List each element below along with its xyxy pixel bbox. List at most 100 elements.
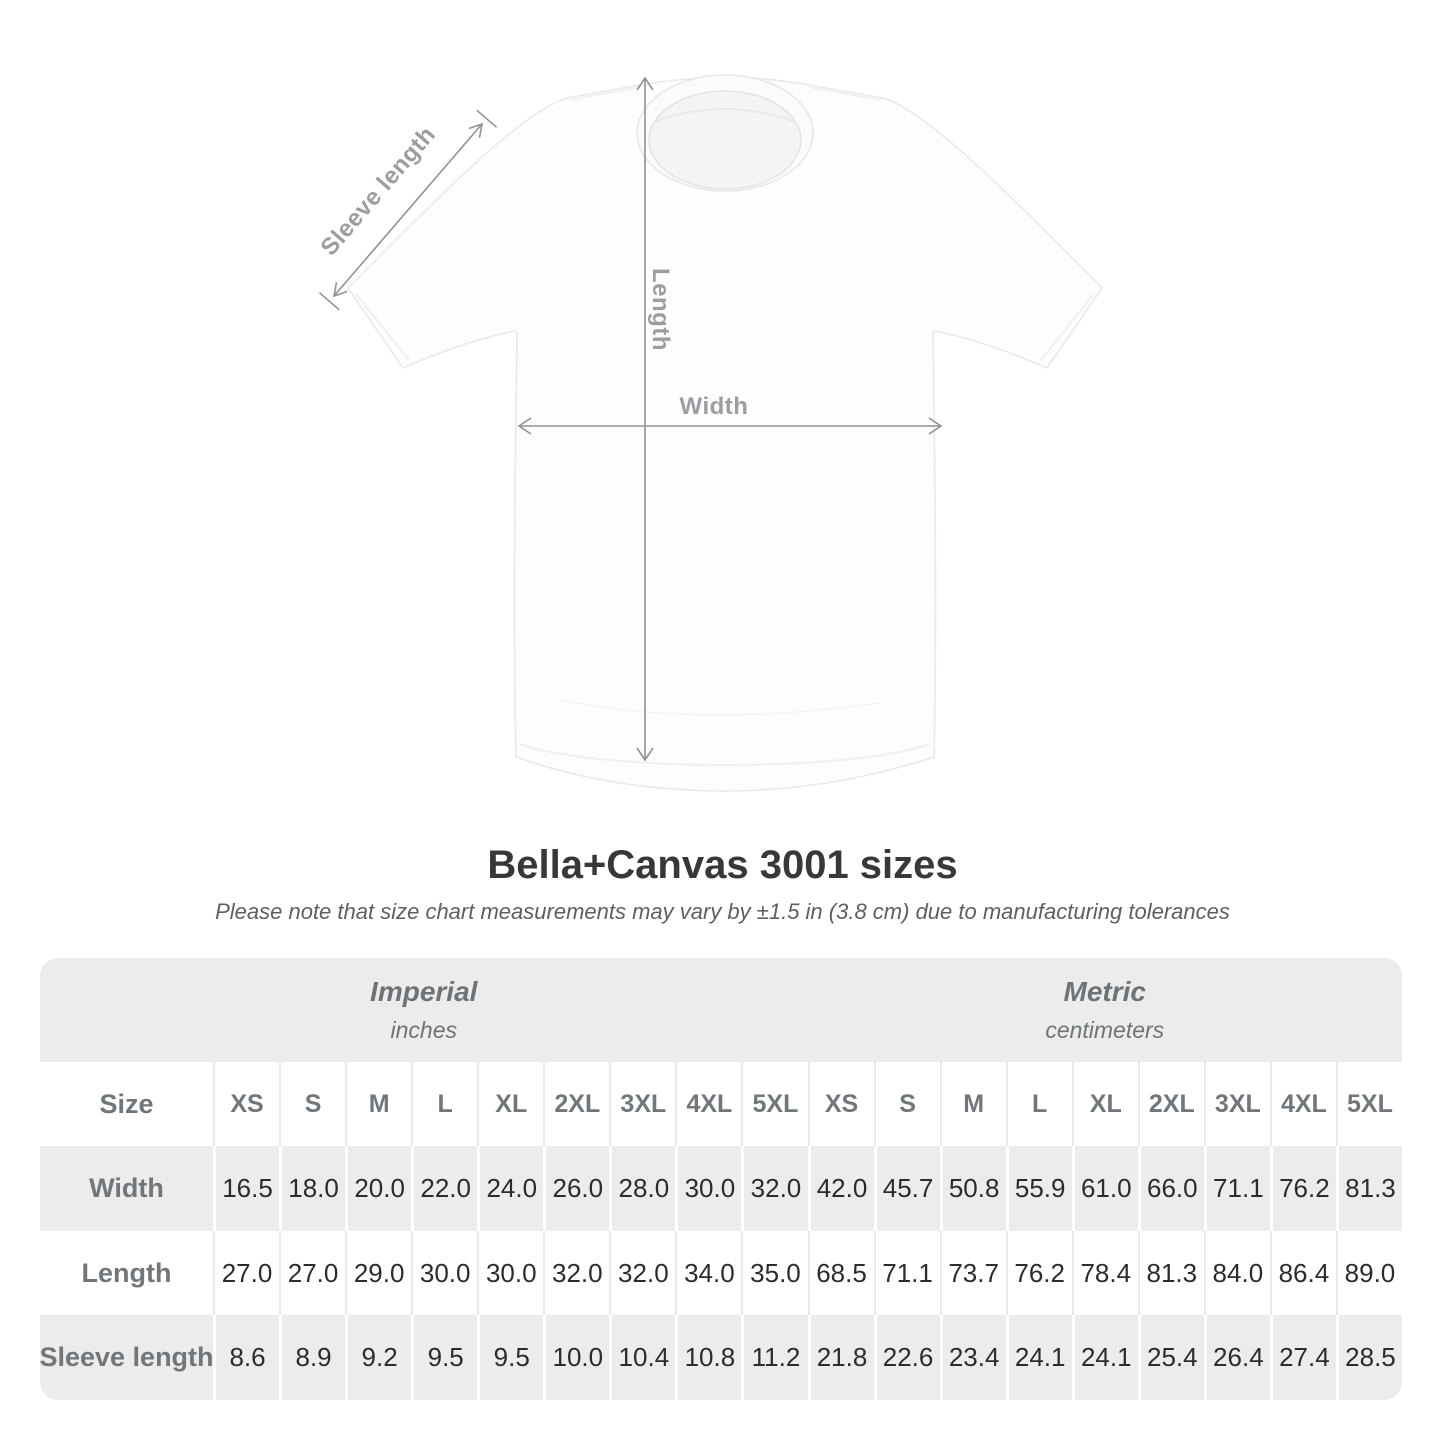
value-cell-imperial: 27.0 (279, 1231, 346, 1315)
size-header-metric: 3XL (1203, 1062, 1270, 1146)
value-cell-metric: 76.2 (1269, 1146, 1336, 1231)
size-header-metric: L (1005, 1062, 1072, 1146)
value-cell-imperial: 11.2 (741, 1315, 808, 1400)
value-cell-metric: 89.0 (1335, 1231, 1402, 1315)
value-cell-metric: 23.4 (939, 1315, 1006, 1400)
size-header-imperial: XS (213, 1062, 280, 1146)
value-cell-metric: 26.4 (1203, 1315, 1270, 1400)
value-cell-metric: 21.8 (807, 1315, 874, 1400)
value-cell-metric: 71.1 (1203, 1146, 1270, 1231)
value-cell-metric: 73.7 (939, 1231, 1006, 1315)
tshirt-body (346, 76, 1104, 792)
imperial-header-group: Imperial inches (40, 958, 808, 1062)
size-column-header: Size (40, 1062, 213, 1146)
value-cell-imperial: 28.0 (609, 1146, 676, 1231)
value-cell-imperial: 32.0 (741, 1146, 808, 1231)
value-cell-imperial: 32.0 (609, 1231, 676, 1315)
size-chart-table: Imperial inches Metric centimeters Size X… (39, 958, 1402, 1400)
page-subtitle: Please note that size chart measurements… (215, 899, 1230, 924)
value-cell-metric: 76.2 (1005, 1231, 1072, 1315)
value-cell-imperial: 8.9 (279, 1315, 346, 1400)
imperial-unit: inches (390, 1017, 457, 1043)
value-cell-metric: 84.0 (1203, 1231, 1270, 1315)
tshirt-measurement-diagram: Sleeve length Length Width (316, 74, 1104, 792)
value-cell-imperial: 27.0 (213, 1231, 280, 1315)
size-header-imperial: L (411, 1062, 478, 1146)
value-cell-imperial: 30.0 (477, 1231, 544, 1315)
metric-unit: centimeters (1045, 1017, 1165, 1043)
value-cell-imperial: 8.6 (213, 1315, 280, 1400)
collar-back-line (653, 108, 797, 123)
value-cell-imperial: 10.0 (543, 1315, 610, 1400)
value-cell-metric: 81.3 (1335, 1146, 1402, 1231)
value-cell-metric: 71.1 (873, 1231, 940, 1315)
length-arrow (636, 76, 654, 762)
value-cell-imperial: 9.2 (345, 1315, 412, 1400)
width-arrow (517, 417, 943, 435)
value-cell-imperial: 22.0 (411, 1146, 478, 1231)
row-label: Width (40, 1146, 213, 1231)
value-cell-imperial: 9.5 (477, 1315, 544, 1400)
value-cell-metric: 28.5 (1335, 1315, 1402, 1400)
row-label: Length (40, 1231, 213, 1315)
size-header-metric: M (939, 1062, 1006, 1146)
value-cell-metric: 81.3 (1137, 1231, 1204, 1315)
size-header-imperial: 2XL (543, 1062, 610, 1146)
size-header-metric: XL (1071, 1062, 1138, 1146)
right-shoulder-seam (808, 86, 881, 101)
metric-header-group: Metric centimeters (807, 958, 1402, 1062)
size-header-imperial: S (279, 1062, 346, 1146)
size-header-imperial: XL (477, 1062, 544, 1146)
value-cell-metric: 61.0 (1071, 1146, 1138, 1231)
value-cell-metric: 86.4 (1269, 1231, 1336, 1315)
value-cell-imperial: 16.5 (213, 1146, 280, 1231)
size-header-imperial: 5XL (741, 1062, 808, 1146)
value-cell-metric: 45.7 (873, 1146, 940, 1231)
size-header-metric: 2XL (1137, 1062, 1204, 1146)
size-header-imperial: M (345, 1062, 412, 1146)
value-cell-imperial: 30.0 (675, 1146, 742, 1231)
length-label: Length (647, 268, 674, 351)
hem-seam (519, 743, 931, 766)
tshirt-graphic: Sleeve length Length Width (316, 74, 1104, 792)
left-shoulder-seam (569, 86, 642, 101)
value-cell-metric: 22.6 (873, 1315, 940, 1400)
left-cuff-seam (355, 293, 410, 361)
size-header-metric: 5XL (1335, 1062, 1402, 1146)
width-label: Width (680, 393, 749, 420)
metric-header: Metric (1063, 976, 1146, 1007)
value-cell-imperial: 29.0 (345, 1231, 412, 1315)
value-cell-imperial: 20.0 (345, 1146, 412, 1231)
value-cell-imperial: 10.8 (675, 1315, 742, 1400)
value-cell-metric: 42.0 (807, 1146, 874, 1231)
value-cell-imperial: 9.5 (411, 1315, 478, 1400)
value-cell-metric: 68.5 (807, 1231, 874, 1315)
sleeve-length-arrow (318, 109, 498, 311)
page-title: Bella+Canvas 3001 sizes (487, 843, 958, 887)
value-cell-metric: 25.4 (1137, 1315, 1204, 1400)
value-cell-imperial: 30.0 (411, 1231, 478, 1315)
value-cell-metric: 55.9 (1005, 1146, 1072, 1231)
size-header-metric: XS (807, 1062, 874, 1146)
value-cell-metric: 24.1 (1005, 1315, 1072, 1400)
body-fold (559, 699, 881, 716)
value-cell-metric: 50.8 (939, 1146, 1006, 1231)
size-header-imperial: 3XL (609, 1062, 676, 1146)
value-cell-imperial: 34.0 (675, 1231, 742, 1315)
collar-inner (648, 90, 802, 190)
value-cell-imperial: 24.0 (477, 1146, 544, 1231)
value-cell-metric: 24.1 (1071, 1315, 1138, 1400)
value-cell-metric: 78.4 (1071, 1231, 1138, 1315)
imperial-header: Imperial (370, 976, 478, 1007)
value-cell-imperial: 18.0 (279, 1146, 346, 1231)
value-cell-metric: 66.0 (1137, 1146, 1204, 1231)
size-header-imperial: 4XL (675, 1062, 742, 1146)
row-label: Sleeve length (39, 1315, 214, 1400)
value-cell-imperial: 26.0 (543, 1146, 610, 1231)
value-cell-metric: 27.4 (1269, 1315, 1336, 1400)
value-cell-imperial: 35.0 (741, 1231, 808, 1315)
size-header-metric: S (873, 1062, 940, 1146)
right-cuff-seam (1040, 293, 1095, 361)
value-cell-imperial: 32.0 (543, 1231, 610, 1315)
value-cell-imperial: 10.4 (609, 1315, 676, 1400)
